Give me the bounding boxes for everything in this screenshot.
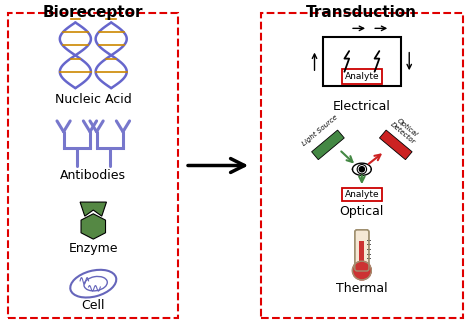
Text: Antibodies: Antibodies [60,169,126,182]
Text: Electrical: Electrical [333,100,391,114]
Bar [9,13,178,318]
Circle shape [359,167,365,172]
Bar [359,241,365,269]
Text: Analyte: Analyte [345,72,379,81]
Bar [261,13,463,318]
Text: Light Source: Light Source [301,114,338,147]
Text: Optical: Optical [340,205,384,218]
Bar [323,37,401,86]
Circle shape [353,261,371,280]
Text: Nucleic Acid: Nucleic Acid [55,93,132,106]
Bar [342,69,382,84]
Text: Bioreceptor: Bioreceptor [43,5,144,20]
Text: Cell: Cell [82,299,105,312]
Text: Transduction: Transduction [306,5,418,20]
Text: Optical
Detector: Optical Detector [389,116,421,146]
FancyBboxPatch shape [355,230,369,271]
Bar [342,188,382,201]
Polygon shape [80,202,107,216]
Polygon shape [311,130,344,160]
Polygon shape [380,130,412,160]
Circle shape [357,165,366,174]
Polygon shape [81,214,106,239]
Text: Analyte: Analyte [345,190,379,199]
Text: Thermal: Thermal [336,282,388,295]
Text: Enzyme: Enzyme [69,243,118,256]
